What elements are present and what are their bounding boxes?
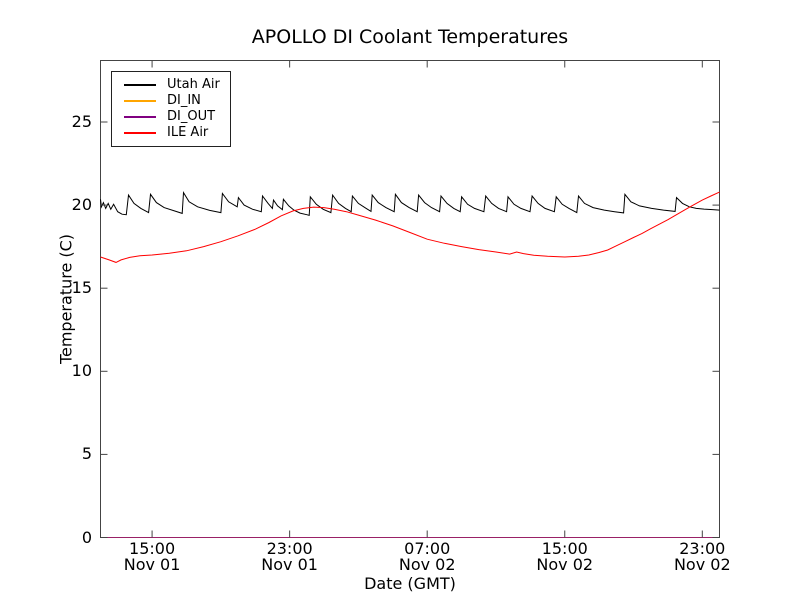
- legend-line-sample: [124, 132, 156, 134]
- chart-title: APOLLO DI Coolant Temperatures: [251, 26, 569, 48]
- legend-label: DI_OUT: [167, 109, 216, 124]
- y-tick-label: 5: [81, 444, 92, 464]
- x-tick-label: 23:00 Nov 02: [674, 541, 731, 573]
- legend-line-sample: [124, 100, 156, 102]
- x-tick-date: Nov 01: [123, 555, 181, 574]
- x-tick-date: Nov 02: [673, 555, 731, 574]
- legend-entry: DI_OUT: [124, 109, 220, 125]
- x-tick-time: 15:00: [541, 539, 588, 558]
- legend-entry: ILE Air: [124, 125, 220, 141]
- legend: Utah Air DI_IN DI_OUT ILE Air: [111, 71, 231, 147]
- y-tick-label: 25: [71, 111, 92, 131]
- legend-line-sample: [124, 84, 156, 86]
- y-tick-label: 0: [81, 527, 92, 547]
- y-tick-label: 15: [71, 278, 92, 298]
- y-tick-label: 20: [71, 195, 92, 215]
- x-tick-time: 23:00: [266, 539, 313, 558]
- x-tick-time: 23:00: [679, 539, 726, 558]
- x-tick-label: 15:00 Nov 01: [124, 541, 181, 573]
- legend-entry: Utah Air: [124, 77, 220, 93]
- y-tick-label: 10: [71, 361, 92, 381]
- x-tick-label: 23:00 Nov 01: [261, 541, 318, 573]
- x-tick-label: 15:00 Nov 02: [536, 541, 593, 573]
- legend-label: DI_IN: [167, 93, 201, 108]
- legend-label: Utah Air: [167, 77, 220, 92]
- x-tick-date: Nov 02: [398, 555, 456, 574]
- x-tick-time: 15:00: [129, 539, 176, 558]
- x-tick-label: 07:00 Nov 02: [399, 541, 456, 573]
- legend-entry: DI_IN: [124, 93, 220, 109]
- legend-label: ILE Air: [167, 125, 209, 140]
- x-tick-date: Nov 01: [261, 555, 318, 574]
- y-axis-label: Temperature (C): [56, 233, 76, 365]
- x-tick-date: Nov 02: [536, 555, 594, 574]
- legend-line-sample: [124, 116, 156, 118]
- x-axis-label: Date (GMT): [364, 574, 456, 593]
- x-tick-time: 07:00: [404, 539, 451, 558]
